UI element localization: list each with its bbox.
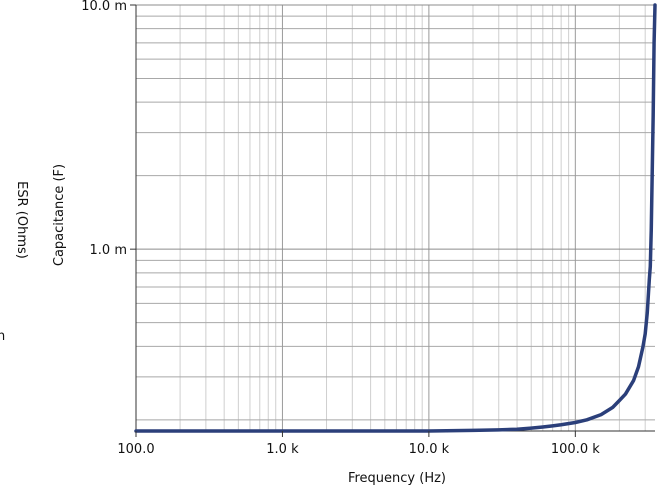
minor-gridlines bbox=[136, 5, 655, 431]
series-line bbox=[134, 3, 657, 433]
secondary-y-axis-title: ESR (Ohms) bbox=[14, 181, 29, 259]
series-layer bbox=[134, 3, 657, 433]
y-tick-label: 1.0 m bbox=[90, 243, 127, 258]
tick-label-layer: 100.0 1.0 k 10.0 k 100.0 k 1.0 m 10.0 m bbox=[81, 0, 600, 457]
x-tick-label: 100.0 k bbox=[551, 442, 600, 457]
y-axis-title: Capacitance (F) bbox=[52, 164, 67, 266]
secondary-y-tick-label: n bbox=[0, 329, 5, 344]
plot-axes bbox=[135, 5, 655, 432]
x-axis-title: Frequency (Hz) bbox=[348, 471, 446, 486]
x-tick-label: 10.0 k bbox=[409, 442, 450, 457]
x-tick-label: 1.0 k bbox=[266, 442, 299, 457]
major-gridlines bbox=[135, 4, 655, 431]
x-tick-label: 100.0 bbox=[117, 442, 154, 457]
y-tick-label: 10.0 m bbox=[81, 0, 127, 14]
